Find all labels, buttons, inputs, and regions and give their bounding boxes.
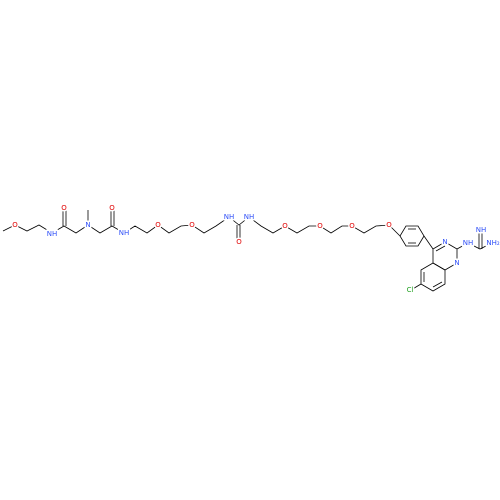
atom-label: O [317, 222, 323, 230]
atom-label: N [454, 259, 459, 267]
atom-label: N [442, 238, 447, 246]
atom-label: O [189, 221, 195, 229]
atom-label: NH [244, 213, 255, 221]
atom-label: O [236, 238, 242, 246]
atom-label: O [282, 222, 288, 230]
atom-label: N [85, 221, 90, 229]
bonds [2, 210, 493, 292]
atom-label: O [109, 204, 115, 212]
atom-label: O [12, 221, 18, 229]
atom-label: O [349, 222, 355, 230]
atom-label: NH [476, 226, 487, 234]
atom-label: Cl [407, 286, 414, 294]
atom-label: NH₂ [486, 239, 500, 247]
atom-label: NH [47, 230, 58, 238]
atom-label: O [155, 221, 161, 229]
atom-label: NH [224, 213, 235, 221]
atom-label: O [61, 204, 67, 212]
atom-label: NH [119, 229, 130, 237]
atom-label: NH [463, 239, 474, 247]
atom-label: O [386, 221, 392, 229]
